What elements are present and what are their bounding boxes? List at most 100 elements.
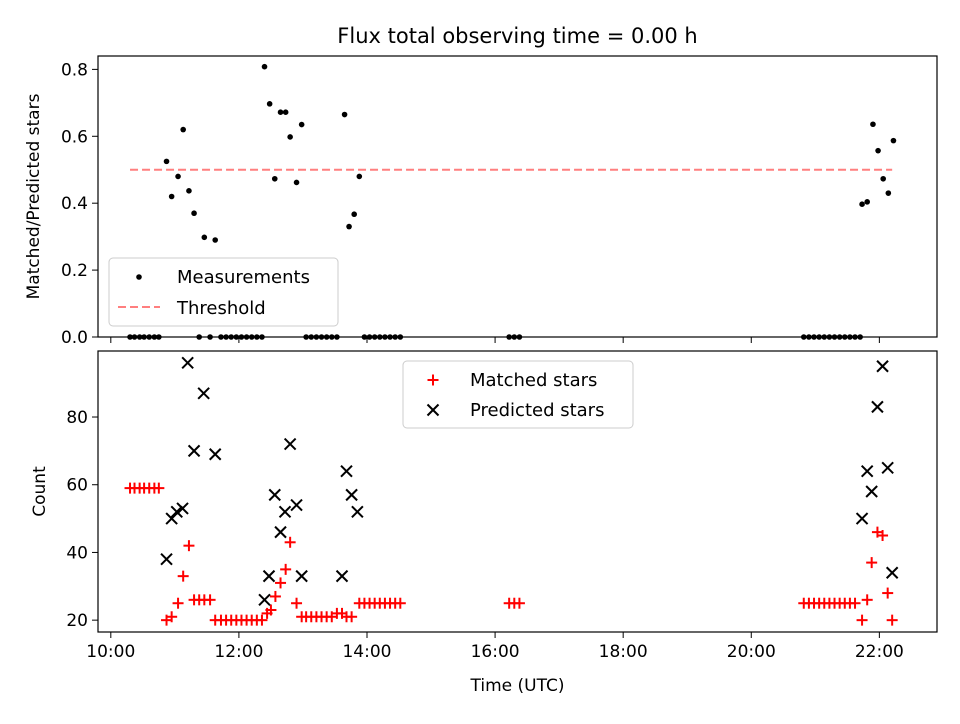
predicted-star-point: [268, 488, 281, 502]
legend-predicted-marker: [426, 403, 440, 417]
matched-star-point: [284, 536, 296, 548]
top-legend: Measurements Threshold: [108, 257, 339, 327]
bottom-axis-ticks: 20 40 60 80 10:00 12:00 14:00 16:00 18:00 20:00 22…: [66, 408, 903, 662]
predicted-star-point: [871, 400, 884, 414]
matched-star-point: [394, 597, 406, 609]
measurement-point: [261, 63, 268, 70]
predicted-star-point: [290, 498, 303, 512]
matched-star-point: [177, 570, 189, 582]
bottom-xtick-label: 16:00: [471, 642, 520, 662]
legend-measurements-label: Measurements: [177, 267, 310, 288]
measurement-point: [864, 199, 870, 205]
y-axis-label-count: Count: [30, 466, 50, 517]
bottom-xtick-label: 18:00: [599, 642, 648, 662]
predicted-star-point: [340, 464, 353, 478]
measurement-point: [266, 101, 273, 107]
top-ytick-label: 0.6: [61, 127, 88, 147]
matched-star-point: [346, 611, 358, 623]
predicted-star-point: [165, 512, 178, 525]
bottom-subplot: Count Time (UTC) 20 40 60 80 10:00 12:00 14:00…: [30, 350, 938, 696]
measurement-point: [341, 111, 348, 118]
measurement-point: [277, 109, 284, 115]
measurement-point: [356, 173, 363, 180]
measurement-point: [163, 158, 170, 165]
measurement-point: [880, 175, 887, 182]
bottom-xtick-label: 10:00: [86, 642, 135, 662]
measurement-point: [271, 175, 278, 182]
bottom-ytick-label: 80: [66, 408, 88, 428]
matched-star-point: [153, 482, 165, 494]
matched-star-point: [183, 540, 195, 552]
legend-measurements-marker: [136, 274, 142, 280]
top-ytick-label: 0.8: [61, 60, 88, 80]
matched-star-point: [256, 614, 268, 626]
top-ytick-label: 0.0: [61, 328, 88, 348]
top-legend-box: [108, 257, 339, 327]
matched-star-point: [269, 590, 281, 602]
matched-star-point: [849, 597, 861, 609]
predicted-star-point: [345, 488, 358, 502]
matched-star-point: [877, 530, 889, 542]
measurement-point: [351, 211, 357, 218]
matched-star-point: [275, 577, 287, 589]
predicted-star-point: [351, 505, 364, 519]
measurement-point: [180, 126, 186, 133]
measurement-point: [168, 193, 175, 200]
predicted-star-point: [187, 444, 201, 458]
measurement-point: [186, 188, 192, 194]
legend-x-glyph: [426, 403, 440, 417]
predicted-star-point: [197, 387, 210, 400]
measurement-point: [859, 201, 865, 207]
predicted-star-point: [335, 569, 349, 583]
legend-plus-glyph: [427, 374, 439, 386]
predicted-star-point: [181, 356, 194, 370]
y-axis-label-ratio: Matched/Predicted stars: [24, 93, 44, 299]
matched-star-point: [204, 594, 216, 606]
bottom-plot-frame: [97, 350, 938, 633]
predicted-star-point: [885, 566, 899, 579]
bottom-xtick-label: 22:00: [855, 642, 904, 662]
top-ytick-label: 0.4: [61, 194, 88, 214]
predicted-star-point: [283, 437, 297, 451]
legend-matched-marker: [427, 374, 439, 386]
predicted-star-point: [278, 505, 292, 519]
measurement-point: [298, 121, 305, 128]
matched-star-point: [265, 604, 277, 616]
measurement-point: [890, 137, 897, 144]
predicted-star-point: [274, 525, 287, 539]
predicted-star-point: [258, 593, 271, 607]
matched-star-point: [513, 597, 525, 609]
predicted-star-point: [865, 485, 878, 498]
matched-star-point: [882, 587, 894, 599]
bottom-xtick-label: 20:00: [727, 642, 776, 662]
predicted-star-point: [208, 448, 222, 461]
predicted-star-point: [160, 553, 173, 566]
matched-star-point: [166, 611, 178, 623]
predicted-star-point: [170, 505, 183, 519]
bottom-ytick-label: 20: [66, 611, 88, 631]
matched-star-point: [861, 594, 873, 606]
x-axis-label-time: Time (UTC): [470, 676, 565, 696]
bottom-xtick-label: 12:00: [214, 642, 263, 662]
predicted-star-point: [262, 569, 276, 583]
bottom-plot-marks: [124, 356, 899, 626]
measurement-point: [885, 190, 892, 196]
bottom-ytick-label: 60: [66, 476, 88, 496]
predicted-star-point: [295, 569, 308, 583]
bottom-xtick-label: 14:00: [342, 642, 391, 662]
matched-star-point: [172, 597, 184, 609]
predicted-star-point: [881, 461, 894, 475]
measurement-point: [212, 237, 219, 243]
bottom-ytick-label: 40: [66, 543, 88, 563]
chart-title: Flux total observing time = 0.00 h: [337, 24, 697, 48]
legend-matched-label: Matched stars: [470, 370, 597, 391]
predicted-star-point: [860, 464, 874, 478]
legend-predicted-label: Predicted stars: [470, 400, 604, 421]
top-axis-ticks: 0.0 0.2 0.4 0.6 0.8: [61, 60, 880, 348]
measurement-point: [175, 173, 181, 180]
measurement-point: [191, 210, 197, 217]
matched-star-point: [856, 614, 868, 626]
predicted-star-point: [176, 502, 189, 515]
top-plot-frame: [97, 55, 938, 338]
matched-star-point: [886, 614, 898, 626]
